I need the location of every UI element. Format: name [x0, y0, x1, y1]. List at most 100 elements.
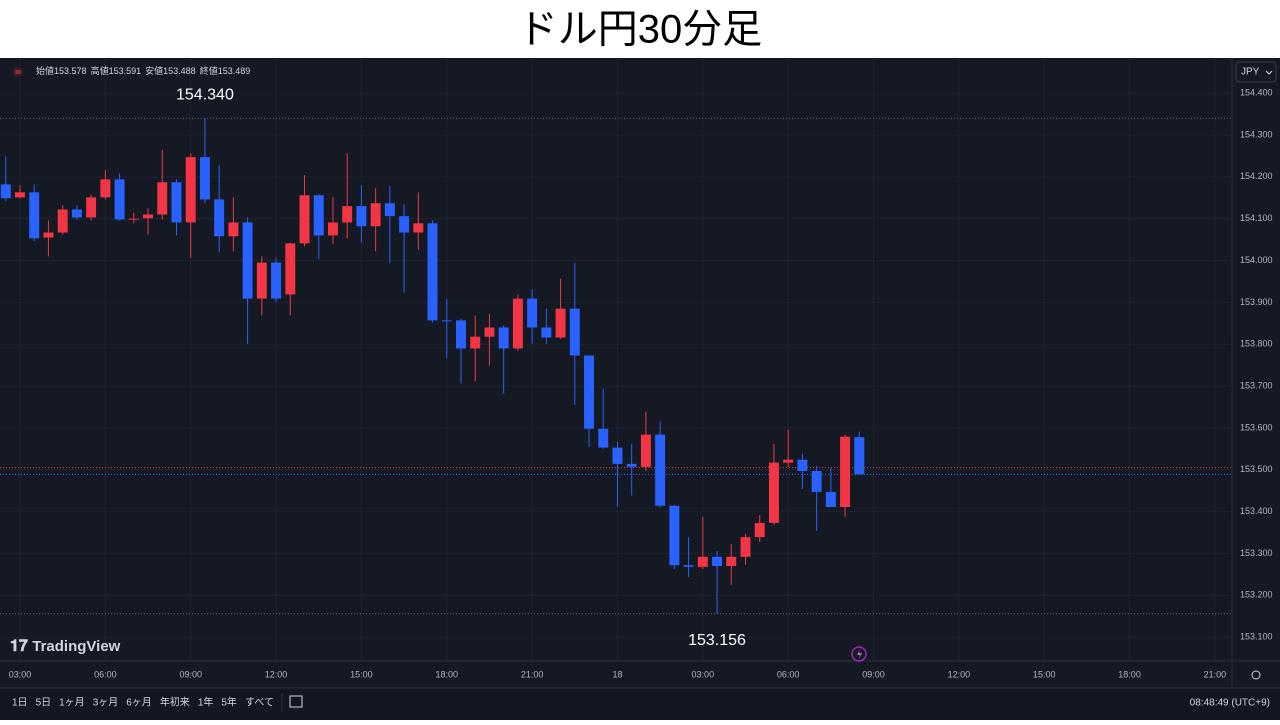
range-button[interactable]: 5年 — [221, 696, 237, 709]
range-buttons: 1日 5日 1ヶ月 3ヶ月 6ヶ月 年初来 1年 5年 すべて — [12, 696, 274, 709]
candle-body — [157, 182, 168, 215]
date-range-icon[interactable] — [289, 695, 303, 708]
candle-body — [0, 184, 11, 199]
candle-body — [413, 223, 424, 233]
clock: 08:48:49 (UTC+9) — [1190, 698, 1270, 709]
title: ドル円30分足 — [518, 8, 763, 52]
x-tick-label: 03:00 — [692, 669, 715, 679]
candle-body — [256, 262, 267, 299]
candle-body — [242, 222, 253, 299]
candle-body — [512, 298, 523, 349]
candle-body — [740, 537, 751, 557]
candle-body — [57, 209, 68, 233]
candle-body — [768, 462, 779, 523]
y-tick-label: 153.100 — [1240, 632, 1273, 642]
candle-body — [584, 355, 594, 429]
candle-body — [285, 243, 296, 295]
range-button[interactable]: 1ヶ月 — [59, 697, 85, 709]
candle-body — [171, 182, 182, 223]
logo-text: TradingView — [32, 638, 120, 655]
candle-body — [598, 428, 609, 448]
candle-body — [86, 197, 97, 218]
range-button[interactable]: 5日 — [36, 698, 52, 709]
candle-body — [811, 471, 822, 492]
x-tick-label: 18:00 — [435, 669, 458, 679]
y-tick-label: 153.600 — [1240, 422, 1273, 432]
candle-body — [783, 459, 794, 463]
currency-button[interactable] — [1235, 61, 1277, 83]
range-button[interactable]: 3ヶ月 — [93, 697, 119, 709]
range-button[interactable]: 1年 — [198, 696, 214, 709]
candle-body — [185, 157, 196, 223]
candle-body — [271, 262, 282, 299]
candle-body — [470, 336, 481, 349]
candle-body — [356, 206, 367, 227]
candle-body — [569, 308, 580, 356]
x-tick-label: 12:00 — [265, 669, 288, 679]
x-tick-label: 21:00 — [1204, 669, 1227, 679]
ohlc-value: 153.591 — [109, 66, 142, 76]
x-tick-label: 18:00 — [1118, 669, 1141, 679]
range-button[interactable]: 年初来 — [160, 696, 190, 709]
x-tick-label: 12:00 — [948, 669, 971, 679]
candle-body — [114, 179, 125, 220]
candle-body — [384, 203, 395, 217]
candle-body — [555, 308, 566, 338]
range-button[interactable]: すべて — [245, 697, 274, 709]
candle-body — [327, 222, 338, 236]
y-tick-label: 153.300 — [1240, 548, 1273, 558]
candle-body — [726, 556, 737, 567]
candle-body — [199, 157, 210, 200]
ohlc-value: 153.578 — [54, 66, 87, 76]
candle-body — [854, 437, 865, 475]
symbol-icon — [13, 67, 23, 77]
candle-body — [342, 206, 353, 223]
candle-body — [498, 327, 509, 349]
y-tick-label: 154.000 — [1240, 255, 1273, 265]
y-tick-label: 153.400 — [1240, 506, 1273, 516]
candle-body — [669, 505, 680, 566]
candle-body — [29, 192, 40, 239]
candle-body — [840, 436, 851, 508]
x-tick-label: 03:00 — [9, 669, 32, 679]
candle-body — [214, 199, 225, 237]
range-button[interactable]: 6ヶ月 — [126, 697, 152, 709]
currency-label: JPY — [1241, 67, 1260, 78]
candle-body — [441, 320, 452, 322]
settings-icon[interactable] — [1251, 670, 1261, 680]
candle-body — [655, 434, 666, 506]
candle-body — [712, 556, 723, 567]
x-tick-label: 15:00 — [1033, 669, 1056, 679]
candle-body — [484, 327, 495, 337]
x-tick-label: 06:00 — [94, 669, 117, 679]
candle-body — [143, 214, 154, 219]
low-annotation: 153.156 — [688, 632, 746, 649]
y-tick-label: 154.100 — [1240, 213, 1273, 223]
y-tick-label: 153.700 — [1240, 380, 1273, 390]
x-tick-label: 15:00 — [350, 669, 373, 679]
candle-body — [313, 195, 324, 236]
candle-body — [399, 216, 410, 233]
ohlc-label: 始値 — [36, 65, 54, 76]
y-tick-label: 154.300 — [1240, 129, 1273, 139]
candle-body — [527, 298, 538, 328]
candle-body — [43, 232, 54, 238]
ohlc-header: 始値153.578 高値153.591 安値153.488 終値153.489 — [36, 65, 250, 76]
candle-body — [640, 434, 651, 467]
x-tick-label: 09:00 — [862, 669, 885, 679]
grid — [0, 58, 1232, 661]
y-tick-label: 154.200 — [1240, 171, 1273, 181]
candle-body — [15, 192, 25, 198]
candle-body — [370, 203, 381, 227]
candle-body — [427, 223, 438, 321]
ohlc-label: 安値 — [145, 65, 163, 76]
range-button[interactable]: 1日 — [12, 698, 28, 709]
alert-icon[interactable] — [851, 646, 867, 662]
candle-body — [697, 556, 708, 567]
candle-body — [754, 522, 765, 538]
x-tick-label: 09:00 — [179, 669, 202, 679]
ohlc-value: 153.488 — [163, 66, 196, 76]
logo: 𝟏𝟕 TradingView — [10, 638, 121, 655]
candle-body — [825, 491, 836, 508]
